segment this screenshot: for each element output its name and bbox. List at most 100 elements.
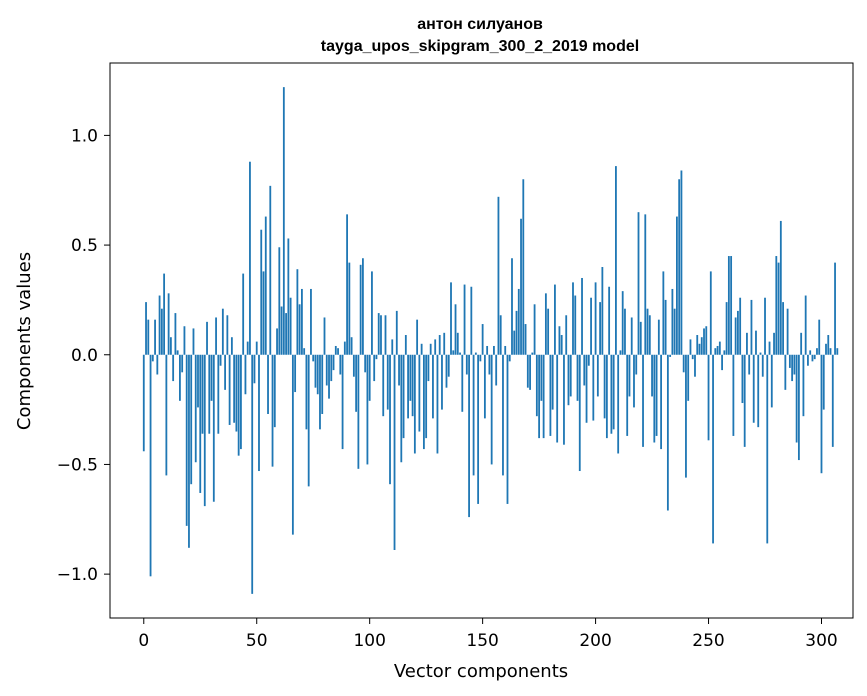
bar (671, 288, 674, 355)
bar (384, 315, 387, 355)
bar (422, 354, 425, 450)
bar (296, 269, 299, 355)
bar (639, 321, 642, 355)
bar (513, 330, 516, 355)
x-tick-label: 150 (466, 631, 498, 651)
bar (316, 354, 319, 395)
bar (280, 306, 283, 355)
bar (569, 354, 572, 397)
bar (402, 354, 405, 439)
bar (334, 345, 337, 355)
bar (474, 352, 477, 355)
bar (797, 354, 800, 461)
bar (262, 271, 265, 355)
bar (328, 354, 330, 399)
bar (605, 354, 608, 439)
bar (750, 299, 753, 355)
bar (160, 308, 163, 355)
bar (319, 354, 321, 430)
bar (393, 354, 396, 550)
bar (664, 299, 667, 355)
bar (587, 354, 590, 366)
bar (642, 354, 644, 447)
bar (712, 354, 714, 544)
bar (709, 271, 712, 355)
bar (332, 354, 335, 371)
bar (596, 354, 599, 397)
bar (497, 196, 500, 355)
bar (294, 354, 297, 393)
bar (305, 354, 308, 430)
bar (705, 326, 708, 355)
bar (544, 293, 547, 355)
bar (481, 324, 484, 355)
bar (210, 354, 213, 401)
x-tick-label: 0 (138, 631, 149, 651)
bar (179, 354, 181, 401)
bar (592, 354, 595, 421)
bar (836, 348, 839, 355)
bar (581, 277, 583, 355)
bar (260, 229, 263, 355)
bar (215, 317, 217, 355)
bar (700, 337, 703, 355)
chart-title-line-2: tayga_upos_skipgram_300_2_2019 model (321, 38, 639, 55)
bar (637, 212, 640, 355)
bar (526, 354, 529, 388)
bar (635, 354, 638, 375)
bar (621, 291, 624, 355)
bar (567, 354, 570, 406)
bar (730, 256, 733, 355)
bar (416, 319, 419, 355)
bar (163, 273, 166, 355)
bar (687, 354, 690, 401)
bar (321, 354, 324, 414)
bar (429, 343, 432, 355)
bar (648, 315, 651, 355)
bar (506, 354, 509, 504)
bar (619, 350, 622, 355)
bar (188, 354, 190, 548)
bar (610, 354, 613, 434)
bar (617, 354, 620, 454)
bar (208, 354, 211, 434)
y-tick-label: 0.0 (71, 346, 98, 366)
bar (391, 339, 394, 355)
bar (425, 354, 428, 439)
bar (418, 354, 421, 432)
x-tick-label: 100 (353, 631, 385, 651)
bar (441, 354, 443, 410)
bar (454, 304, 457, 355)
bar (337, 348, 339, 355)
bar (601, 267, 604, 355)
bar (628, 354, 631, 397)
bar (732, 354, 735, 436)
bar (834, 262, 836, 355)
bar (199, 354, 202, 493)
bar (386, 354, 389, 410)
bar (470, 286, 473, 355)
bar (831, 354, 834, 447)
bar (522, 179, 525, 355)
bar (278, 247, 281, 355)
bar (350, 337, 353, 355)
bar (212, 354, 215, 502)
bar (443, 332, 446, 355)
bar (657, 319, 660, 355)
bar (694, 354, 696, 377)
bar (795, 354, 798, 443)
bar (594, 282, 597, 355)
bar (185, 354, 188, 526)
bar (574, 295, 577, 355)
bar (298, 304, 301, 355)
bar (244, 354, 247, 395)
bar (312, 354, 315, 362)
bar (777, 262, 780, 355)
bar (698, 343, 701, 355)
bar (764, 297, 766, 355)
y-tick-label: −0.5 (57, 455, 98, 475)
bar (615, 166, 617, 355)
bar (748, 354, 751, 375)
bar (477, 354, 480, 504)
